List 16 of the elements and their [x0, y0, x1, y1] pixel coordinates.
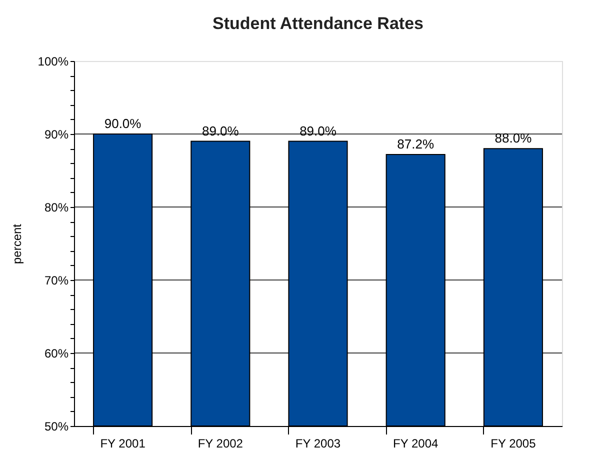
- chart-title: Student Attendance Rates: [212, 14, 424, 33]
- x-tick-label: FY 2001: [100, 436, 146, 450]
- data-label: 87.2%: [397, 136, 434, 152]
- y-tick-label: 60%: [44, 346, 69, 360]
- y-axis-title: percent: [10, 223, 24, 264]
- y-tick-label: 100%: [38, 54, 69, 68]
- x-tick-label: FY 2002: [198, 436, 244, 450]
- x-tick-label: FY 2005: [490, 436, 536, 450]
- data-label: 88.0%: [494, 130, 532, 146]
- y-tick-label: 70%: [44, 274, 69, 288]
- x-tick-label: FY 2004: [393, 436, 438, 450]
- y-tick-label: 80%: [44, 200, 69, 214]
- y-tick-label: 50%: [44, 420, 69, 434]
- data-label: 90.0%: [104, 116, 142, 131]
- x-tick-label: FY 2003: [295, 436, 341, 450]
- y-tick-label: 90%: [44, 128, 69, 142]
